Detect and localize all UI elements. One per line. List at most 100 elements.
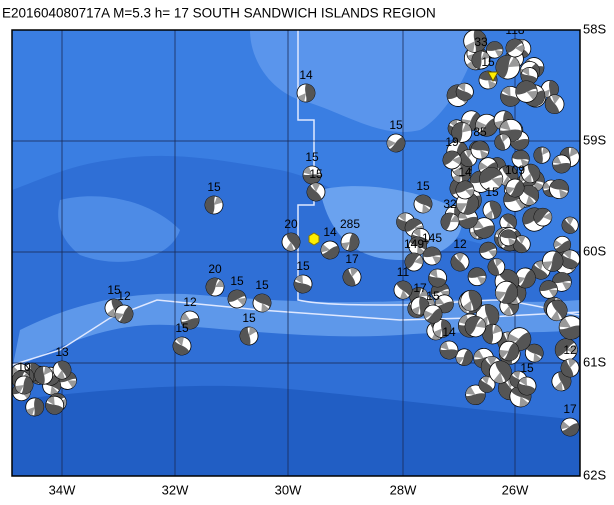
- beachball: [450, 252, 470, 272]
- beachball-quadrant: [456, 203, 468, 213]
- beachball: [515, 80, 538, 103]
- beachball: [239, 326, 259, 346]
- depth-label: 15: [255, 278, 269, 292]
- beachball-quadrant: [341, 242, 350, 250]
- beachball: [393, 280, 413, 300]
- beachball-quadrant: [321, 245, 339, 259]
- beachball-quadrant: [458, 210, 468, 219]
- beachball-quadrant: [398, 213, 407, 222]
- beachball-quadrant: [552, 156, 562, 165]
- beachball-quadrant: [455, 253, 465, 262]
- depth-label: 15: [389, 118, 403, 132]
- beachball-quadrant: [568, 359, 577, 368]
- depth-label: 149: [404, 237, 424, 251]
- beachball: [45, 395, 65, 415]
- beachball-quadrant: [501, 134, 509, 143]
- beachball-quadrant: [468, 267, 486, 278]
- beachball: [479, 167, 504, 192]
- beachball: [471, 50, 491, 70]
- beachball-quadrant: [261, 303, 269, 312]
- beachball-quadrant: [549, 80, 559, 98]
- beachball: [14, 375, 34, 395]
- beachball-quadrant: [443, 151, 460, 166]
- depth-label: 15: [309, 167, 323, 181]
- beachball-quadrant: [422, 204, 430, 213]
- beachball-quadrant: [500, 229, 517, 240]
- beachball-quadrant: [409, 236, 427, 251]
- beachball-quadrant: [519, 269, 536, 288]
- frame: [11, 29, 581, 477]
- lat-label: 59S: [583, 132, 606, 147]
- depth-label: 13: [55, 345, 69, 359]
- depth-label: 17: [345, 252, 359, 266]
- beachball-quadrant: [480, 150, 489, 159]
- beachball: [546, 299, 568, 322]
- beachball-quadrant: [297, 93, 306, 102]
- beachball: [340, 232, 360, 252]
- beachball-quadrant: [561, 281, 572, 291]
- beachball: [560, 417, 580, 437]
- beachball-quadrant: [428, 275, 447, 287]
- beachball-quadrant: [500, 92, 520, 107]
- beachball: [52, 360, 72, 380]
- beachball-quadrant: [441, 319, 451, 338]
- beachball-quadrant: [494, 120, 504, 130]
- depth-label: 17: [413, 281, 427, 295]
- beachball-quadrant: [119, 306, 133, 323]
- beachball-quadrant: [532, 264, 549, 280]
- depth-label: 12: [563, 343, 577, 357]
- lat-label: 61S: [583, 354, 606, 369]
- beachball: [482, 200, 502, 220]
- beachball-quadrant: [465, 393, 486, 405]
- beachball: [408, 236, 428, 256]
- beachball-quadrant: [488, 250, 497, 258]
- beachball-quadrant: [303, 174, 321, 184]
- beachball: [306, 182, 326, 202]
- beachball: [473, 217, 495, 239]
- beachball-quadrant: [495, 258, 503, 267]
- beachball-quadrant: [432, 256, 441, 264]
- beachball-quadrant: [495, 361, 512, 382]
- beachball: [439, 340, 459, 360]
- beachball-quadrant: [503, 305, 512, 316]
- beachball-quadrant: [33, 397, 44, 416]
- depth-label: 14: [299, 68, 313, 82]
- beachball-quadrant: [478, 117, 498, 137]
- beachball-quadrant: [387, 139, 396, 148]
- beachball-quadrant: [523, 173, 532, 183]
- beachball-quadrant: [462, 193, 479, 215]
- title: E201604080717A M=5.3 h= 17 SOUTH SANDWIC…: [2, 6, 436, 21]
- depth-label: 32: [443, 197, 457, 211]
- beachball-quadrant: [414, 256, 423, 265]
- beachball-quadrant: [539, 280, 558, 292]
- depth-label: 85: [473, 125, 487, 139]
- beachball-quadrant: [526, 344, 544, 358]
- beachball-quadrant: [435, 296, 445, 305]
- beachball-quadrant: [456, 357, 465, 364]
- beachball-quadrant: [462, 300, 472, 311]
- beachball-quadrant: [21, 376, 33, 394]
- beachball-quadrant: [481, 51, 490, 60]
- beachball-quadrant: [552, 162, 571, 173]
- beachball: [172, 336, 192, 356]
- beachball: [440, 212, 460, 232]
- station-marker: [487, 71, 499, 83]
- beachball-quadrant: [503, 342, 519, 361]
- beachball: [204, 195, 224, 215]
- beachball-quadrant: [494, 49, 503, 58]
- beachball-quadrant: [486, 41, 503, 51]
- beachball-quadrant: [460, 150, 473, 167]
- beachball-quadrant: [67, 380, 77, 388]
- beachball: [342, 267, 362, 287]
- beachball-quadrant: [555, 240, 571, 253]
- beachball-quadrant: [343, 268, 356, 286]
- depth-label: 14: [458, 165, 472, 179]
- beachball-quadrant: [484, 304, 499, 328]
- beachball-quadrant: [458, 83, 466, 92]
- beachball-quadrant: [561, 254, 579, 269]
- depth-label: 15: [242, 311, 256, 325]
- beachball-quadrant: [415, 195, 432, 209]
- beachball-quadrant: [468, 290, 482, 311]
